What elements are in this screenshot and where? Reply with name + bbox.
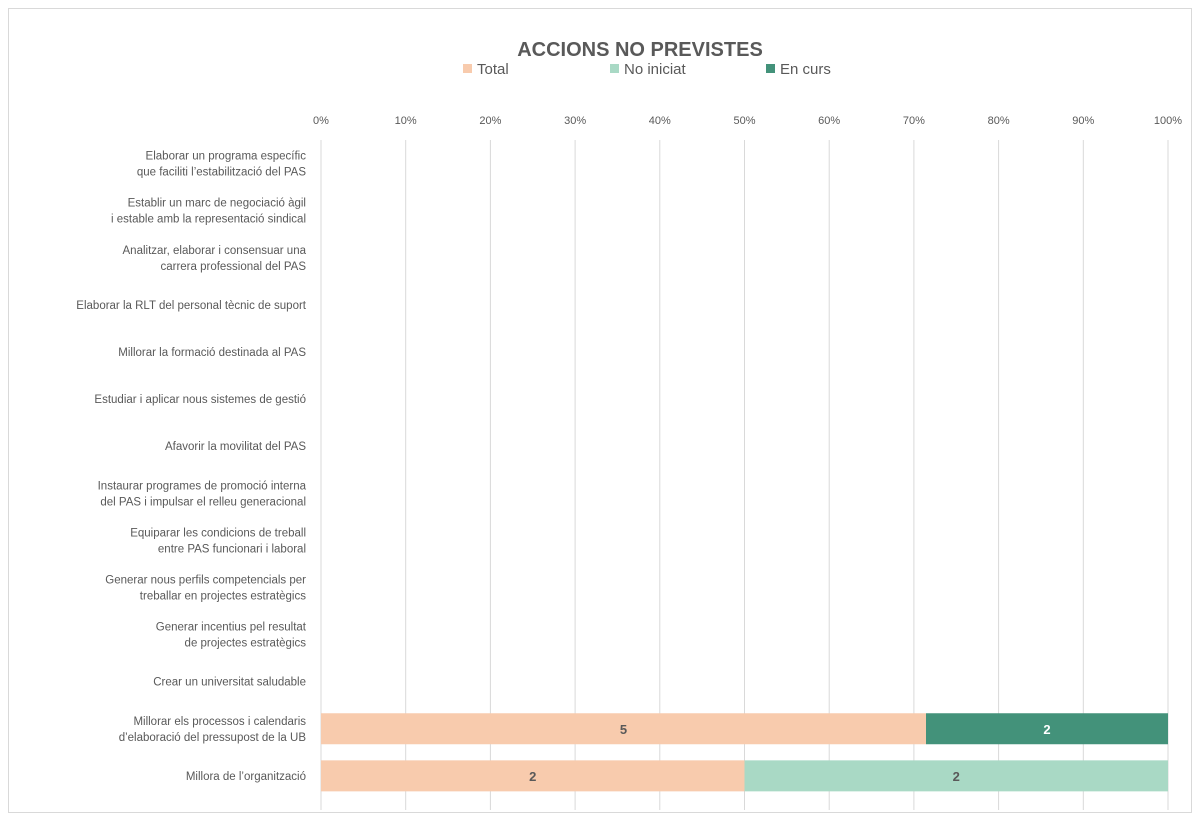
legend-item: No iniciat xyxy=(610,61,687,78)
category-label: Establir un marc de negociació àgil i est… xyxy=(111,198,306,226)
category-label: Instaurar programes de promoció interna d… xyxy=(98,480,307,508)
category-label: Crear un universitat saludable xyxy=(153,677,306,689)
bar xyxy=(321,713,926,745)
bar xyxy=(321,760,745,792)
legend-label: En curs xyxy=(780,61,831,78)
data-label: 2 xyxy=(529,769,536,784)
legend-swatch xyxy=(610,64,619,73)
x-tick-label: 60% xyxy=(818,115,840,127)
category-label: Millorar la formació destinada al PAS xyxy=(118,347,306,359)
legend-item: En curs xyxy=(766,61,831,78)
category-label: Millora de l’organització xyxy=(186,771,306,783)
category-label: Millorar els processos i calendaris d’ela… xyxy=(119,716,307,744)
x-tick-label: 10% xyxy=(395,115,417,127)
chart-title: ACCIONS NO PREVISTES xyxy=(517,39,763,61)
x-tick-label: 20% xyxy=(479,115,501,127)
category-label: Estudiar i aplicar nous sistemes de gest… xyxy=(94,394,306,406)
category-label: Analitzar, elaborar i consensuar una carr… xyxy=(123,245,307,273)
chart-bars xyxy=(321,713,1168,792)
chart-data-labels: 5 2 2 2 xyxy=(529,722,1050,784)
data-label: 2 xyxy=(1043,722,1050,737)
y-axis-labels: Elaborar un programa específic que facili… xyxy=(76,151,307,783)
data-label: 5 xyxy=(620,722,627,737)
category-label: Generar nous perfils competencials per tr… xyxy=(105,574,306,602)
legend-item: Total xyxy=(463,61,509,78)
legend-swatch xyxy=(766,64,775,73)
x-tick-label: 100% xyxy=(1154,115,1182,127)
category-label: Elaborar un programa específic que facili… xyxy=(137,151,307,179)
category-label: Elaborar la RLT del personal tècnic de s… xyxy=(76,300,307,312)
x-tick-label: 40% xyxy=(649,115,671,127)
x-tick-label: 70% xyxy=(903,115,925,127)
category-label: Generar incentius pel resultat de project… xyxy=(156,622,307,650)
category-label: Afavorir la movilitat del PAS xyxy=(165,441,306,453)
chart-gridlines xyxy=(320,140,1169,810)
bar xyxy=(744,760,1168,792)
x-tick-label: 80% xyxy=(988,115,1010,127)
legend-label: Total xyxy=(477,61,509,78)
bar xyxy=(926,713,1168,745)
data-label: 2 xyxy=(953,769,960,784)
category-label: Equiparar les condicions de treball entre… xyxy=(130,527,306,555)
chart-legend: Total No iniciat En curs xyxy=(463,61,831,78)
legend-label: No iniciat xyxy=(624,61,687,78)
x-tick-label: 30% xyxy=(564,115,586,127)
legend-swatch xyxy=(463,64,472,73)
x-tick-label: 0% xyxy=(313,115,329,127)
x-tick-label: 50% xyxy=(733,115,755,127)
x-tick-label: 90% xyxy=(1072,115,1094,127)
x-axis-ticks: 0% 10% 20% 30% 40% 50% 60% 70% 80% 90% 100% xyxy=(313,115,1182,127)
